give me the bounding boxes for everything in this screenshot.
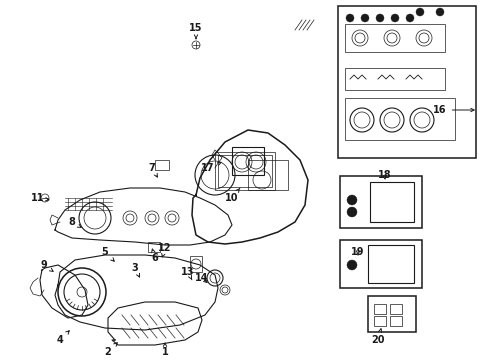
Circle shape xyxy=(346,260,356,270)
Bar xyxy=(373,316,385,326)
Text: 11: 11 xyxy=(31,193,49,203)
Bar xyxy=(190,256,202,272)
Bar xyxy=(345,98,454,140)
Bar xyxy=(389,304,401,314)
Circle shape xyxy=(375,14,383,22)
Bar xyxy=(339,176,421,228)
Bar xyxy=(345,24,444,52)
Bar xyxy=(148,242,160,252)
Text: 20: 20 xyxy=(370,329,384,345)
Bar xyxy=(369,182,413,222)
Circle shape xyxy=(390,14,398,22)
Bar xyxy=(367,296,415,332)
Circle shape xyxy=(346,207,356,217)
Circle shape xyxy=(346,14,353,22)
Circle shape xyxy=(415,8,423,16)
Text: 6: 6 xyxy=(151,249,158,263)
Text: 14: 14 xyxy=(195,273,208,283)
Text: 19: 19 xyxy=(350,247,364,257)
Bar xyxy=(215,152,274,190)
Text: 16: 16 xyxy=(432,105,473,115)
Circle shape xyxy=(360,14,368,22)
Text: 12: 12 xyxy=(158,243,171,257)
Text: 4: 4 xyxy=(57,331,69,345)
Text: 1: 1 xyxy=(162,343,168,357)
Text: 15: 15 xyxy=(189,23,203,39)
Text: 13: 13 xyxy=(181,267,194,280)
Text: 10: 10 xyxy=(225,188,240,203)
Text: 7: 7 xyxy=(148,163,157,177)
Bar xyxy=(218,155,271,187)
Text: 5: 5 xyxy=(102,247,114,261)
Text: 9: 9 xyxy=(41,260,53,271)
Bar xyxy=(155,160,169,170)
Text: 3: 3 xyxy=(131,263,139,277)
Circle shape xyxy=(346,195,356,205)
Text: 17: 17 xyxy=(201,162,221,173)
Circle shape xyxy=(435,8,443,16)
Bar xyxy=(339,240,421,288)
Bar xyxy=(373,304,385,314)
Text: 2: 2 xyxy=(104,343,117,357)
Bar xyxy=(367,245,413,283)
Circle shape xyxy=(405,14,413,22)
Text: 18: 18 xyxy=(377,170,391,180)
Bar xyxy=(247,160,287,190)
Bar xyxy=(389,316,401,326)
Text: 8: 8 xyxy=(68,217,81,228)
Bar xyxy=(345,68,444,90)
Bar xyxy=(337,6,475,158)
Bar xyxy=(231,147,264,175)
